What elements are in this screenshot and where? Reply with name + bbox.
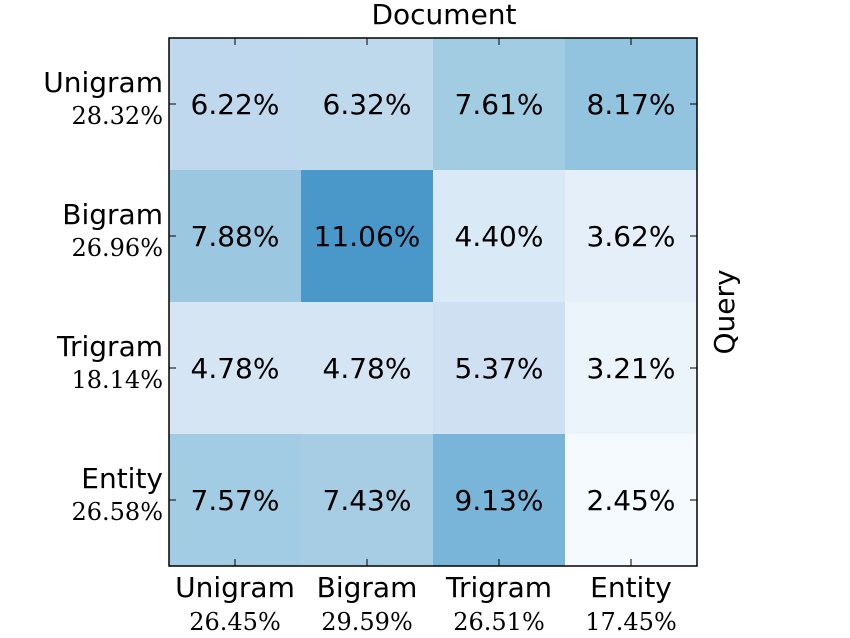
row-labels: Unigram 28.32% Bigram 26.96% Trigram 18.14% En… — [43, 66, 163, 526]
cell-value-label: 5.37% — [455, 352, 544, 385]
heatmap-cell — [301, 302, 434, 435]
heatmap-cell — [169, 302, 302, 435]
column-share: 26.51% — [453, 608, 545, 636]
heatmap-cell — [565, 302, 698, 435]
cell-value-label: 4.78% — [323, 352, 412, 385]
cell-value-label: 4.78% — [191, 352, 280, 385]
cell-value-label: 7.43% — [323, 484, 412, 517]
heatmap-cell — [433, 170, 566, 303]
y-axis-label: Query — [708, 269, 741, 354]
cell-labels: 6.22% 6.32% 7.61% 8.17% 7.88% 11.06% 4.40% 3.62… — [191, 88, 676, 517]
cell-value-label: 3.62% — [587, 220, 676, 253]
cell-value-label: 9.13% — [455, 484, 544, 517]
row-label: Unigram — [43, 66, 163, 99]
heatmap-cell — [565, 170, 698, 303]
cell-value-label: 4.40% — [455, 220, 544, 253]
heatmap-cell — [169, 170, 302, 303]
column-label: Unigram — [175, 571, 295, 604]
heatmap-cell — [433, 38, 566, 171]
row-label: Trigram — [56, 330, 163, 363]
heatmap-cell — [301, 434, 434, 567]
cell-value-label: 6.22% — [191, 88, 280, 121]
heatmap-cell — [169, 434, 302, 567]
column-label: Entity — [590, 571, 672, 604]
row-share: 28.32% — [71, 102, 163, 130]
plot-frame — [168, 37, 698, 567]
column-label: Trigram — [445, 571, 552, 604]
column-label: Bigram — [317, 571, 418, 604]
heatmap-cells — [169, 38, 698, 567]
heatmap-cell — [565, 38, 698, 171]
cell-value-label: 2.45% — [587, 484, 676, 517]
cell-value-label: 6.32% — [323, 88, 412, 121]
column-share: 29.59% — [321, 608, 413, 636]
cell-value-label: 7.88% — [191, 220, 280, 253]
column-share: 26.45% — [189, 608, 281, 636]
heatmap-cell — [301, 170, 434, 303]
row-label: Bigram — [62, 198, 163, 231]
column-share: 17.45% — [585, 608, 677, 636]
cell-value-label: 3.21% — [587, 352, 676, 385]
heatmap-cell — [433, 302, 566, 435]
cell-value-label: 7.61% — [455, 88, 544, 121]
tick-marks — [169, 38, 697, 566]
heatmap-cell — [565, 434, 698, 567]
row-share: 18.14% — [71, 366, 163, 394]
column-labels: Unigram 26.45% Bigram 29.59% Trigram 26.51% En… — [175, 571, 677, 636]
row-share: 26.58% — [71, 498, 163, 526]
row-label: Entity — [81, 462, 163, 495]
heatmap-cell — [301, 38, 434, 171]
heatmap-cell — [169, 38, 302, 171]
cell-value-label: 8.17% — [587, 88, 676, 121]
row-share: 26.96% — [71, 234, 163, 262]
cell-value-label: 11.06% — [314, 220, 421, 253]
cell-value-label: 7.57% — [191, 484, 280, 517]
heatmap-cell — [433, 434, 566, 567]
chart-title: Document — [371, 0, 516, 31]
